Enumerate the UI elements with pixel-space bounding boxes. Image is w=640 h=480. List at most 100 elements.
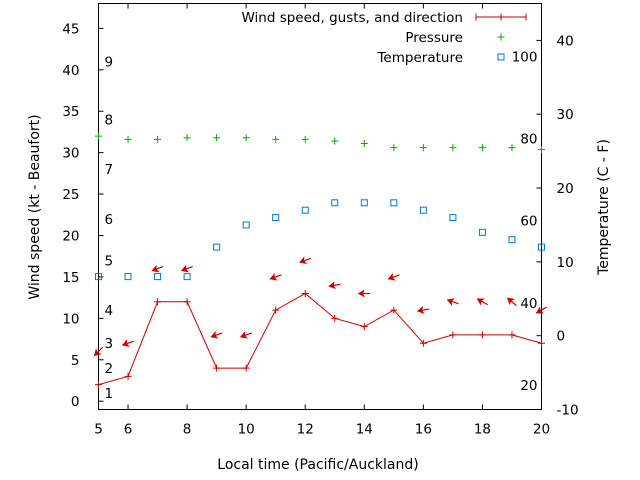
wind-arrow bbox=[151, 264, 164, 273]
wind-arrow-head bbox=[446, 298, 455, 306]
wind-arrow-head bbox=[535, 306, 545, 314]
left-axis-ticks: 0 5 10 15 20 25 30 35 40 45 bbox=[62, 21, 104, 410]
x-tick-label: 5 bbox=[94, 422, 103, 438]
fahrenheit-label: 100 bbox=[512, 50, 538, 66]
x-tick-label: 6 bbox=[124, 422, 133, 438]
temperature-point bbox=[508, 236, 516, 244]
right-tick-label: 20 bbox=[557, 181, 574, 197]
wind-point bbox=[331, 314, 339, 322]
legend-label: Wind speed, gusts, and direction bbox=[241, 10, 463, 26]
pressure-point bbox=[390, 144, 398, 152]
x-tick-label: 16 bbox=[415, 422, 432, 438]
beaufort-label: 3 bbox=[105, 336, 114, 352]
beaufort-label: 9 bbox=[105, 55, 114, 71]
right-axis-title: Temperature (C - F) bbox=[596, 139, 612, 276]
left-tick-label: 0 bbox=[71, 394, 80, 410]
pressure-point bbox=[331, 137, 339, 145]
legend-label: Pressure bbox=[405, 30, 463, 46]
beaufort-label: 8 bbox=[105, 113, 114, 129]
temperature-point bbox=[213, 243, 221, 251]
temperature-point bbox=[124, 273, 132, 281]
wind-arrow bbox=[446, 298, 459, 306]
x-tick-label: 10 bbox=[238, 422, 255, 438]
left-tick-label: 30 bbox=[62, 146, 79, 162]
wind-point bbox=[390, 306, 398, 314]
x-axis-title: Local time (Pacific/Auckland) bbox=[217, 457, 418, 473]
wind-point bbox=[508, 331, 516, 339]
pressure-point bbox=[95, 132, 102, 140]
temperature-point bbox=[360, 199, 368, 207]
pressure-point bbox=[360, 140, 368, 148]
wind-point bbox=[419, 339, 427, 347]
wind-point bbox=[449, 331, 457, 339]
right-tick-label: 10 bbox=[557, 255, 574, 271]
right-axis-ticks: -10 0 10 20 30 40 bbox=[536, 33, 579, 419]
legend-marker bbox=[497, 53, 505, 61]
left-tick-label: 10 bbox=[62, 311, 79, 327]
wind-arrow-head bbox=[210, 330, 219, 339]
temperature-point bbox=[478, 228, 486, 236]
wind-arrow-head bbox=[506, 297, 516, 306]
temperature-series bbox=[95, 199, 545, 281]
wind-arrow-head bbox=[180, 264, 189, 273]
legend: Wind speed, gusts, and direction Pressure… bbox=[241, 10, 527, 66]
temperature-point bbox=[272, 214, 280, 222]
pressure-point bbox=[301, 135, 309, 143]
x-tick-label: 14 bbox=[356, 422, 373, 438]
x-tick-label: 12 bbox=[297, 422, 314, 438]
plot-frame bbox=[98, 3, 542, 410]
pressure-point bbox=[449, 144, 457, 152]
wind-direction-arrows bbox=[93, 256, 547, 357]
wind-arrow-head bbox=[269, 272, 278, 281]
wind-point bbox=[301, 290, 309, 297]
left-tick-label: 45 bbox=[62, 21, 79, 37]
x-tick-label: 20 bbox=[533, 422, 550, 438]
right-tick-label: 40 bbox=[557, 33, 574, 49]
wind-arrow bbox=[210, 330, 223, 339]
wind-point bbox=[213, 364, 221, 372]
wind-point bbox=[242, 364, 250, 372]
wind-arrow bbox=[535, 306, 547, 314]
left-tick-label: 15 bbox=[62, 270, 79, 286]
fahrenheit-label: 40 bbox=[520, 296, 537, 312]
x-axis-ticks: 6 8 10 12 14 16 18 205 bbox=[94, 3, 550, 438]
legend-marker bbox=[497, 33, 505, 41]
wind-arrow bbox=[357, 289, 371, 298]
wind-arrow-head bbox=[328, 281, 336, 290]
wind-arrow-head bbox=[416, 305, 425, 315]
wind-arrow bbox=[299, 256, 312, 265]
wind-arrow-head bbox=[476, 298, 485, 306]
wind-point bbox=[183, 298, 191, 306]
fahrenheit-label: 60 bbox=[520, 214, 537, 230]
wind-arrow bbox=[180, 264, 193, 273]
left-axis-title: Wind speed (kt - Beaufort) bbox=[27, 114, 43, 299]
pressure-point bbox=[538, 145, 545, 153]
left-tick-label: 35 bbox=[62, 104, 79, 120]
x-tick-label: 8 bbox=[183, 422, 192, 438]
beaufort-label: 6 bbox=[105, 212, 114, 228]
beaufort-label: 1 bbox=[105, 386, 114, 402]
temperature-point bbox=[242, 221, 250, 229]
wind-arrow bbox=[328, 281, 341, 290]
temperature-point bbox=[183, 273, 191, 281]
temperature-point bbox=[449, 214, 457, 222]
fahrenheit-label: 20 bbox=[520, 378, 537, 394]
pressure-point bbox=[478, 144, 486, 152]
wind-arrow-head bbox=[299, 256, 308, 265]
right-tick-label: 30 bbox=[557, 107, 574, 123]
temperature-point bbox=[538, 243, 545, 251]
pressure-point bbox=[183, 134, 191, 142]
wind-arrow bbox=[387, 272, 400, 281]
wind-point bbox=[272, 306, 280, 314]
pressure-point bbox=[419, 144, 427, 152]
legend-marker bbox=[497, 13, 505, 21]
wind-point bbox=[538, 339, 545, 347]
left-tick-label: 25 bbox=[62, 187, 79, 203]
left-tick-label: 20 bbox=[62, 229, 79, 245]
wind-arrow-head bbox=[121, 339, 130, 347]
temperature-point bbox=[301, 206, 309, 214]
pressure-point bbox=[213, 134, 221, 142]
temperature-point bbox=[154, 273, 162, 281]
left-tick-label: 40 bbox=[62, 63, 79, 79]
